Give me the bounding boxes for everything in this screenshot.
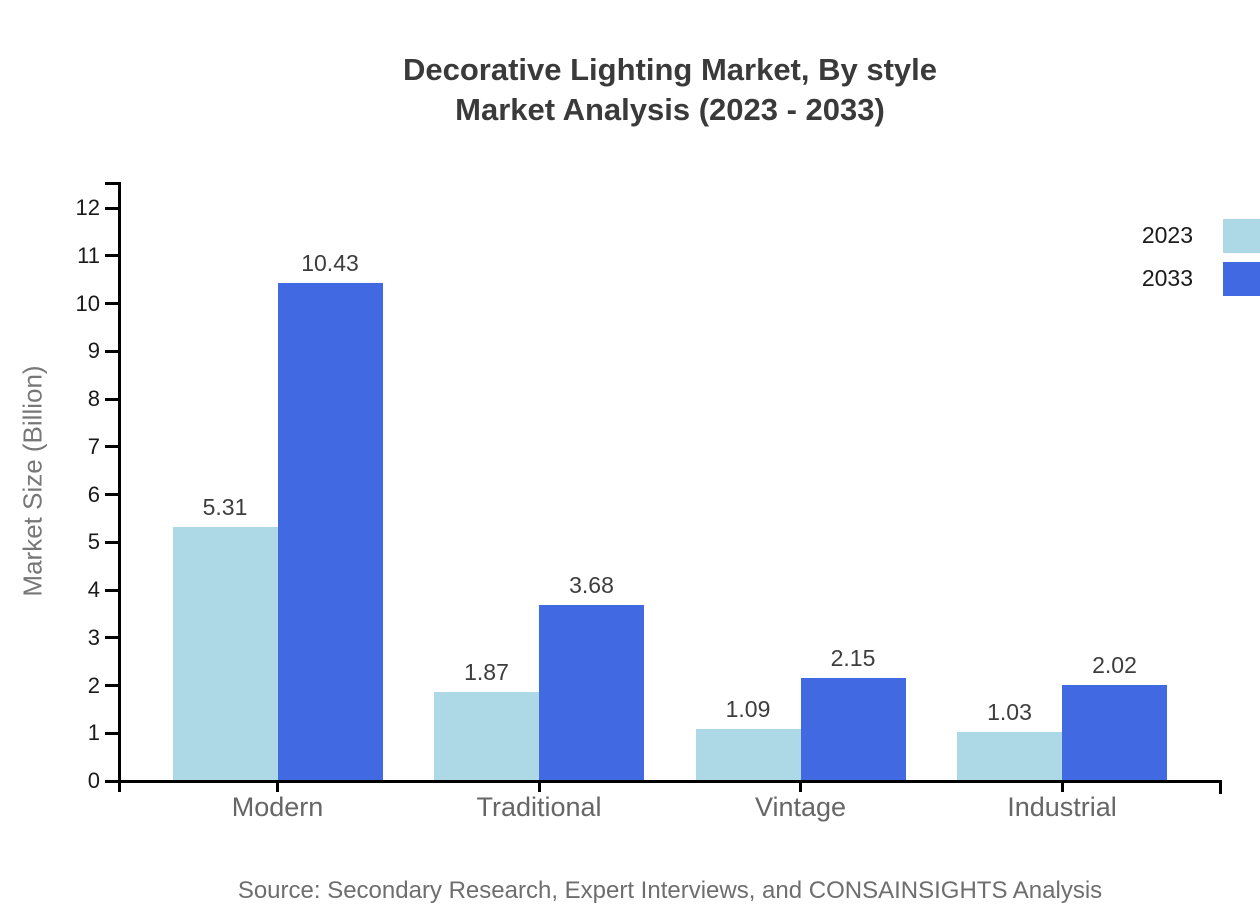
x-axis-category-label: Modern	[231, 792, 324, 822]
y-axis-tick	[105, 636, 118, 640]
bar-value-label: 5.31	[202, 494, 248, 521]
x-axis-end-cap	[1219, 779, 1222, 794]
bar-2023-traditional	[434, 691, 539, 781]
bar-2023-vintage	[695, 728, 801, 781]
y-axis-tick	[105, 445, 118, 449]
x-axis-category-label: Industrial	[1007, 792, 1117, 822]
chart-title: Decorative Lighting Market, By style Mar…	[80, 50, 1260, 130]
y-axis-tick-label: 4	[87, 577, 100, 602]
y-axis-tick	[105, 540, 118, 544]
bar-2023-industrial	[957, 731, 1062, 781]
y-axis-tick	[105, 254, 118, 258]
y-axis-tick	[105, 493, 118, 496]
bar-2033-vintage	[800, 678, 906, 781]
legend-swatch-2023	[1223, 218, 1260, 253]
legend-swatch-2033	[1223, 261, 1260, 296]
y-axis-tick	[105, 779, 118, 783]
x-axis-category-label: Traditional	[476, 792, 602, 822]
y-axis-tick	[105, 731, 118, 735]
x-axis-tick	[537, 781, 541, 792]
y-axis-tick-label: 7	[87, 433, 100, 459]
bar-value-label: 1.87	[464, 658, 509, 685]
x-axis-tick	[799, 781, 802, 792]
y-axis-tick-label: 0	[87, 768, 100, 793]
y-axis-tick-label: 10	[75, 290, 100, 316]
y-axis-tick	[105, 684, 118, 687]
bar-2033-traditional	[539, 605, 644, 781]
y-axis-tick-label: 6	[87, 481, 100, 507]
bar-2023-modern	[172, 527, 278, 781]
y-axis-tick-label: 12	[75, 195, 100, 220]
y-axis-tick	[105, 397, 118, 401]
legend-row-2033: 2033	[1142, 260, 1260, 297]
y-axis-tick-label: 2	[87, 672, 100, 698]
legend-row-2023: 2023	[1142, 217, 1260, 254]
bar-value-label: 2.15	[830, 645, 876, 672]
y-axis-tick-label: 9	[87, 338, 100, 364]
bar-2033-modern	[277, 282, 383, 781]
y-axis-tick	[105, 349, 118, 353]
x-axis-tick	[1060, 781, 1064, 792]
bar-value-label: 1.09	[725, 695, 771, 722]
source-note: Source: Secondary Research, Expert Inter…	[237, 877, 1103, 904]
bar-value-label: 3.68	[569, 572, 614, 599]
bar-value-label: 2.02	[1092, 651, 1137, 678]
x-axis-spine	[118, 779, 1222, 783]
y-axis-tick-label: 8	[87, 386, 100, 411]
chart-title-line-1: Decorative Lighting Market, By style	[402, 52, 938, 87]
y-axis-top-cap	[105, 182, 118, 185]
bar-value-label: 1.03	[987, 698, 1032, 725]
x-axis-category-label: Vintage	[754, 792, 847, 822]
legend: 2023 2033	[1142, 217, 1260, 297]
y-axis-tick-label: 3	[87, 624, 100, 650]
y-axis-tick	[105, 302, 118, 305]
legend-label-2033: 2033	[1141, 265, 1193, 291]
y-axis-tick	[105, 206, 118, 210]
y-axis-spine	[118, 182, 121, 792]
bar-value-label: 10.43	[301, 249, 359, 276]
legend-label-2023: 2023	[1141, 222, 1193, 248]
y-axis-tick-label: 5	[87, 529, 100, 555]
chart-title-line-2: Market Analysis (2023 - 2033)	[455, 92, 885, 127]
x-axis-tick	[276, 781, 279, 792]
y-axis-tick	[105, 588, 118, 592]
y-axis-tick-label: 1	[87, 720, 100, 746]
y-axis-tick-label: 11	[77, 242, 100, 268]
bar-2033-industrial	[1062, 684, 1167, 781]
